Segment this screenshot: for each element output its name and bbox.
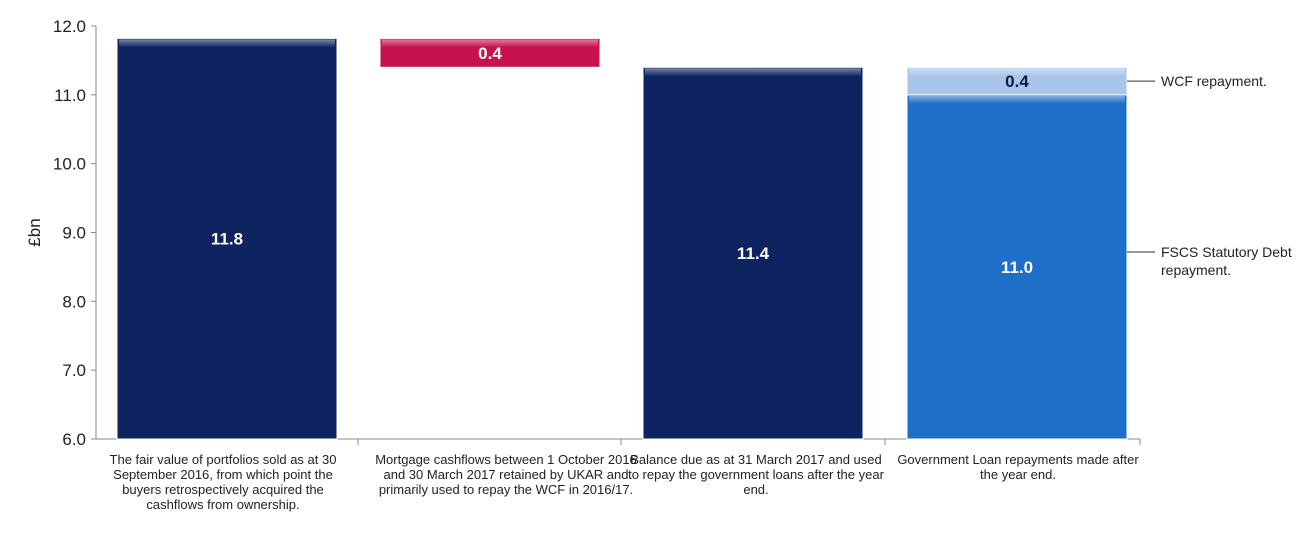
annotations: WCF repayment. FSCS Statutory Debt repayme… [1127,73,1292,278]
annotation-text: WCF repayment. [1161,73,1267,89]
category-label: Mortgage cashflows between 1 October 201… [375,452,637,497]
bar-highlight [909,95,1125,104]
bar-value-label: 11.8 [211,230,243,249]
bar [906,94,1128,440]
bar-highlight [382,39,598,48]
bar-value-label: 0.4 [1005,72,1029,91]
y-tick-label: 6.0 [62,430,86,449]
bar [116,37,338,440]
y-tick-label: 8.0 [62,292,86,311]
bar-value-label: 0.4 [478,44,502,63]
y-axis-label: £bn [25,218,44,246]
y-tick-label: 7.0 [62,361,86,380]
bar-highlight [909,68,1125,77]
annotation-text: repayment. [1161,262,1231,278]
y-tick-label: 10.0 [53,155,86,174]
y-tick-label: 11.0 [54,86,86,105]
y-tick-label: 12.0 [53,17,86,36]
y-tick-label: 9.0 [62,224,86,243]
bar-value-label: 11.4 [737,244,770,263]
annotation-text: FSCS Statutory Debt [1161,244,1292,260]
bars: 11.8 0.4 11.4 11.0 0.4 [116,37,1128,440]
bar [642,66,864,440]
category-label: Government Loan repayments made after th… [897,452,1139,482]
bar-value-label: 11.0 [1001,258,1033,277]
bar-highlight [119,39,335,48]
bar-highlight [645,68,861,77]
category-label: Balance due as at 31 March 2017 and used… [628,452,884,497]
category-label: The fair value of portfolios sold as at … [109,452,337,512]
